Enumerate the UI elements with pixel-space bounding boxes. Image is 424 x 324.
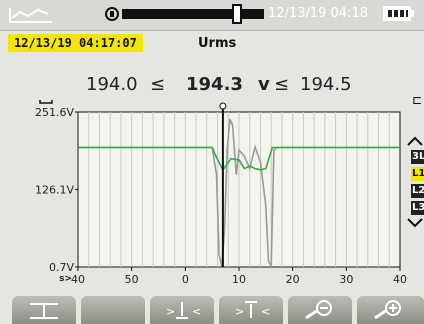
channel-button-l3[interactable]: L3 <box>411 201 424 215</box>
series-line-0 <box>78 146 400 172</box>
record-progress-bar[interactable] <box>122 9 264 19</box>
x-unit-label: s> <box>59 274 72 284</box>
battery-icon <box>383 6 411 21</box>
trend-mode-icon[interactable] <box>8 4 54 24</box>
function-key-bar: > < > < <box>0 296 424 324</box>
series-line-1 <box>78 118 400 270</box>
x-tick-label: 50 <box>125 273 139 286</box>
zoom-in-range-icon: > < <box>166 302 201 319</box>
channel-button-l1[interactable]: L1 <box>411 167 424 181</box>
x-tick-label: 40 <box>71 273 85 286</box>
x-tick-label: 0 <box>182 273 189 286</box>
zoom-out-icon <box>305 300 332 320</box>
status-datetime: 12/13/19 04:18 <box>268 6 368 21</box>
y-scale-icon <box>39 100 53 104</box>
lte-symbol: ≤ <box>150 74 166 95</box>
cursor-timestamp: 12/13/19 04:17:07 <box>8 34 143 52</box>
measurement-title: Urms <box>198 36 237 51</box>
zoom-in-icon <box>374 300 401 320</box>
lte-symbol-2: ≤ <box>274 74 290 95</box>
zoom-out-key[interactable] <box>288 296 352 324</box>
min-value: 194.0 <box>86 74 138 95</box>
chevron-up-icon[interactable] <box>406 136 424 146</box>
unit-label: v <box>258 74 270 95</box>
max-value: 194.5 <box>300 74 352 95</box>
svg-text:<: < <box>261 305 270 318</box>
zoom-out-range-key[interactable]: > < <box>219 296 283 324</box>
x-tick-label: 30 <box>339 273 353 286</box>
zoom-out-range-icon: > < <box>235 301 270 318</box>
y-tick-label: 0.7V <box>49 261 74 274</box>
x-tick-label: 20 <box>286 273 300 286</box>
channel-button-3l[interactable]: 3L <box>411 150 424 164</box>
cursor-handle <box>219 102 227 110</box>
record-stop-icon[interactable] <box>104 5 120 23</box>
chevron-down-icon[interactable] <box>406 218 424 228</box>
svg-text:>: > <box>166 305 175 318</box>
channel-button-l2[interactable]: L2 <box>411 184 424 198</box>
y-tick-label: 126.1V <box>35 184 74 197</box>
svg-text:<: < <box>192 305 201 318</box>
cursor-right-icon[interactable]: ⊏ <box>412 93 423 107</box>
svg-text:>: > <box>235 305 244 318</box>
x-tick-label: 10 <box>232 273 246 286</box>
cursor-span-key[interactable] <box>12 296 76 324</box>
current-value: 194.3 <box>186 74 243 95</box>
zoom-in-key[interactable] <box>357 296 424 324</box>
battery-tip <box>411 10 414 17</box>
record-progress-knob[interactable] <box>232 4 242 24</box>
x-tick-label: 40 <box>393 273 407 286</box>
status-bar: 12/13/19 04:18 <box>0 0 424 31</box>
zoom-in-range-key[interactable]: > < <box>150 296 214 324</box>
y-tick-label: 251.6V <box>35 106 74 119</box>
blank-key[interactable] <box>81 296 145 324</box>
cursor-span-icon <box>30 303 58 319</box>
